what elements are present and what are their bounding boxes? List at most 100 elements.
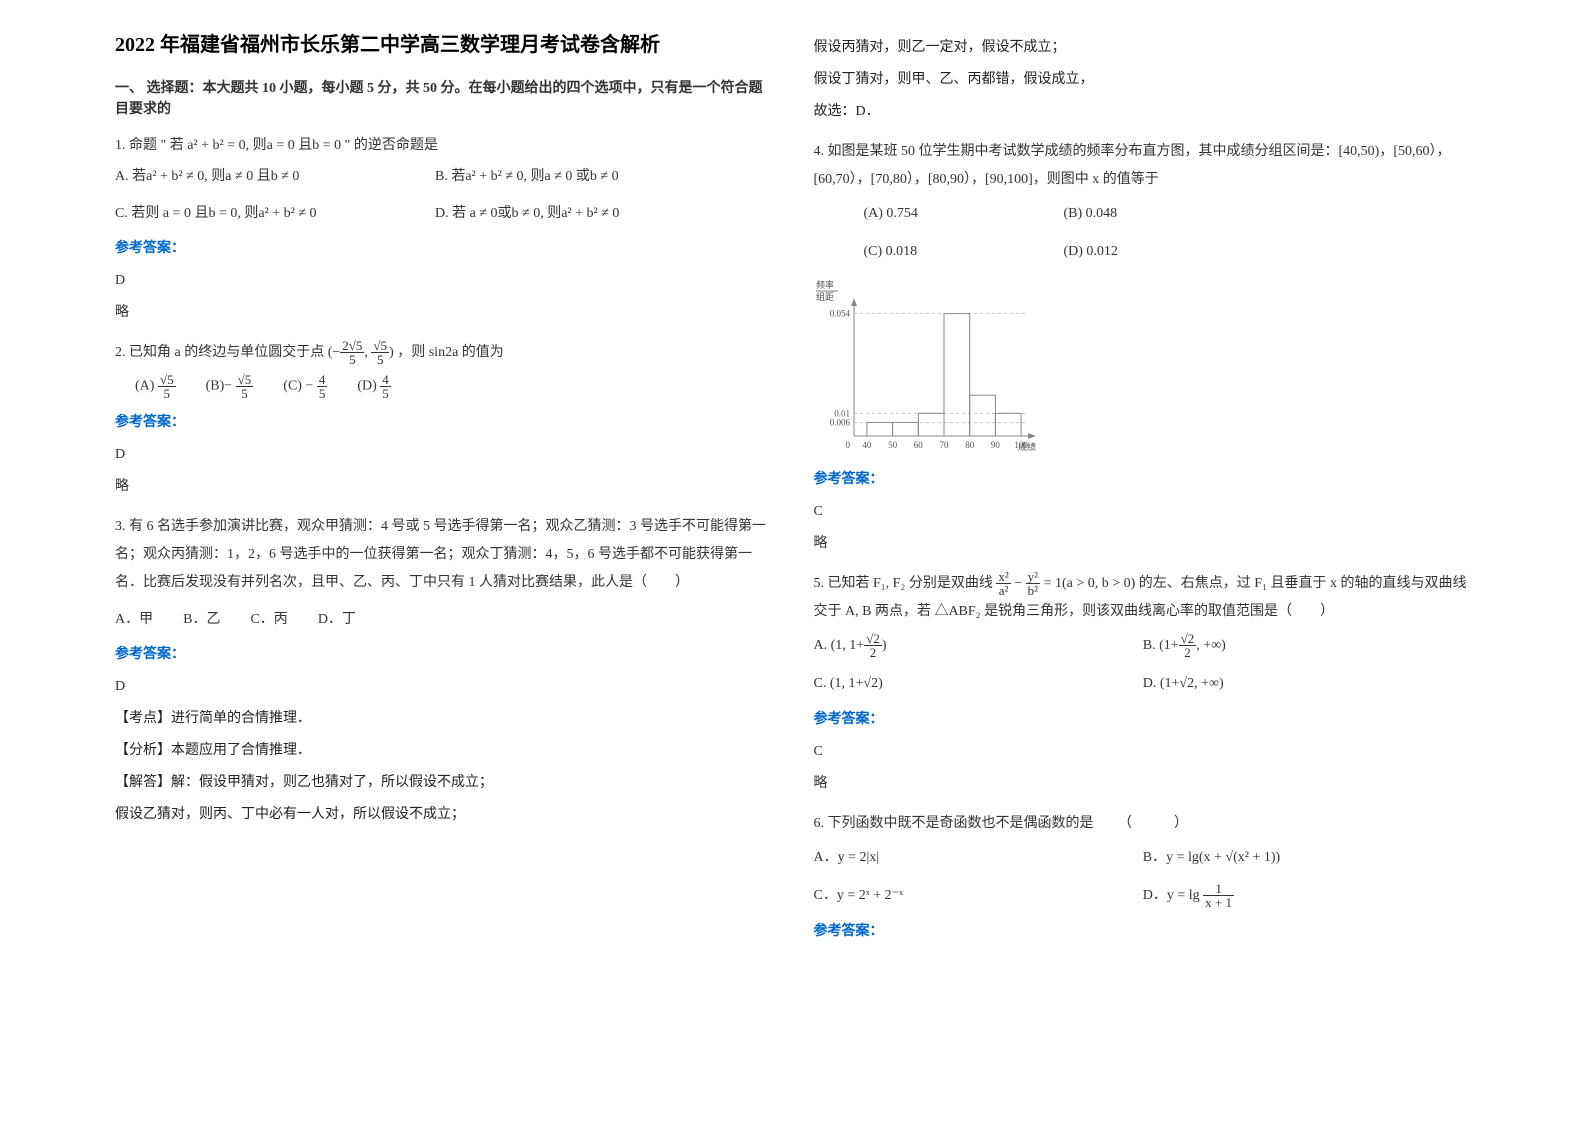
svg-text:组距: 组距 <box>816 291 834 302</box>
q4-ans-label: 参考答案： <box>814 466 1473 494</box>
q2-point: (−2√55, √55) <box>328 345 394 360</box>
q1-note: 略 <box>115 299 774 327</box>
q3-k3: 【解答】解：假设甲猜对，则乙也猜对了，所以假设不成立； <box>115 769 774 797</box>
q3-options: A．甲 B．乙 C．丙 D．丁 <box>115 607 774 634</box>
question-3: 3. 有 6 名选手参加演讲比赛，观众甲猜测：4 号或 5 号选手得第一名；观众… <box>115 513 774 830</box>
q5-a2: a² <box>996 584 1010 597</box>
q2-D-num: 4 <box>380 373 391 387</box>
q6-opt-a: A．y = 2|x| <box>814 844 1143 872</box>
q6-C: y = 2ˣ + 2⁻ˣ <box>837 888 903 903</box>
q6-ans-label: 参考答案： <box>814 918 1473 946</box>
q5-A-num: √2 <box>864 632 882 646</box>
svg-text:0.054: 0.054 <box>829 309 850 319</box>
q5-A-den: 2 <box>864 646 882 659</box>
q5-B-pre: (1+ <box>1159 638 1179 653</box>
q6-lB: B． <box>1143 850 1166 865</box>
q5-lB: B. <box>1143 638 1156 653</box>
q5-tail: = 1(a > 0, b > 0) <box>1044 576 1136 591</box>
q2-B-den: 5 <box>236 387 254 400</box>
q2-opt-c: (C) − 45 <box>283 373 327 400</box>
q3-opt-d: D．丁 <box>318 607 356 634</box>
left-column: 2022 年福建省福州市长乐第二中学高三数学理月考试卷含解析 一、 选择题：本大… <box>95 30 794 1092</box>
q5-yy: y² <box>1026 570 1040 584</box>
q1-stem-math: a² + b² = 0, 则a = 0 且b = 0 <box>187 138 341 153</box>
q2-opt-d: (D) 45 <box>357 373 390 400</box>
q3-cont: 假设丙猜对，则乙一定对，假设不成立； 假设丁猜对，则甲、乙、丙都错，假设成立， … <box>814 34 1473 126</box>
question-2: 2. 已知角 a 的终边与单位圆交于点 (−2√55, √55) ，则 sin2… <box>115 339 774 500</box>
q4-histogram-svg: 频率组距成绩0.0060.010.0540405060708090100 <box>814 276 1044 456</box>
q3-ans: D <box>115 673 774 701</box>
q2-C-num: 4 <box>317 373 328 387</box>
q3-ans-label: 参考答案： <box>115 641 774 669</box>
q2-stem-pre: 2. 已知角 a 的终边与单位圆交于点 <box>115 345 324 360</box>
q6-D-pre: y = lg <box>1167 888 1203 903</box>
q5-B-den: 2 <box>1179 646 1197 659</box>
q2-p1-den: 5 <box>340 353 364 366</box>
q5-b2: b² <box>1026 584 1040 597</box>
q1-ans: D <box>115 267 774 295</box>
svg-text:70: 70 <box>939 440 949 450</box>
q1-opt-a: A. 若a² + b² ≠ 0, 则a ≠ 0 且b ≠ 0 <box>115 164 405 191</box>
q5-opt-d: D. (1+√2, +∞) <box>1143 670 1472 698</box>
q1-opt-c: C. 若则 a = 0 且b = 0, 则a² + b² ≠ 0 <box>115 201 405 228</box>
q2-labB: (B)− <box>206 379 233 394</box>
svg-text:50: 50 <box>888 440 898 450</box>
q2-A-num: √5 <box>158 373 176 387</box>
q6-A: y = 2|x| <box>838 850 880 865</box>
q6-D-num: 1 <box>1203 882 1234 896</box>
question-6: 6. 下列函数中既不是奇函数也不是偶函数的是 （ ） A．y = 2|x| B．… <box>814 810 1473 946</box>
q1-stem-pre: 1. 命题 " 若 <box>115 138 184 153</box>
q5-ans-label: 参考答案： <box>814 706 1473 734</box>
q2-labD: (D) <box>357 379 376 394</box>
q6-opt-c: C．y = 2ˣ + 2⁻ˣ <box>814 882 1143 910</box>
q5-opt-a: A. (1, 1+√22) <box>814 632 1143 660</box>
q1-options: A. 若a² + b² ≠ 0, 则a ≠ 0 且b ≠ 0 B. 若a² + … <box>115 164 774 227</box>
svg-text:40: 40 <box>862 440 872 450</box>
q3-opt-c: C．丙 <box>250 607 287 634</box>
q3-k4: 假设乙猜对，则丙、丁中必有一人对，所以假设不成立； <box>115 801 774 829</box>
q2-B-num: √5 <box>236 373 254 387</box>
right-column: 假设丙猜对，则乙一定对，假设不成立； 假设丁猜对，则甲、乙、丙都错，假设成立， … <box>794 30 1493 1092</box>
q3-stem: 3. 有 6 名选手参加演讲比赛，观众甲猜测：4 号或 5 号选手得第一名；观众… <box>115 513 774 597</box>
q3-opt-b: B．乙 <box>183 607 220 634</box>
q4-opt-b: (B) 0.048 <box>1064 200 1264 228</box>
q3-k5: 假设丙猜对，则乙一定对，假设不成立； <box>814 34 1473 62</box>
q2-p1-num: 2√5 <box>340 339 364 353</box>
q1-ans-label: 参考答案： <box>115 235 774 263</box>
q5-B-num: √2 <box>1179 632 1197 646</box>
q2-note: 略 <box>115 473 774 501</box>
q5-lC: C. <box>814 676 827 691</box>
q2-ans-label: 参考答案： <box>115 409 774 437</box>
q6-lC: C． <box>814 888 837 903</box>
q5-A-pre: (1, 1+ <box>831 638 865 653</box>
q6-opt-b: B．y = lg(x + √(x² + 1)) <box>1143 844 1472 872</box>
section-1-head: 一、 选择题：本大题共 10 小题，每小题 5 分，共 50 分。在每小题给出的… <box>115 78 774 120</box>
q1-stem: 1. 命题 " 若 a² + b² = 0, 则a = 0 且b = 0 " 的… <box>115 132 774 160</box>
q2-stem: 2. 已知角 a 的终边与单位圆交于点 (−2√55, √55) ，则 sin2… <box>115 339 774 367</box>
q3-k2: 【分析】本题应用了合情推理． <box>115 737 774 765</box>
q2-stem-post: ，则 sin2a 的值为 <box>397 345 504 360</box>
q4-chart: 频率组距成绩0.0060.010.0540405060708090100 <box>814 276 1473 456</box>
svg-text:80: 80 <box>965 440 975 450</box>
svg-text:60: 60 <box>913 440 923 450</box>
q5-D: (1+√2, +∞) <box>1160 676 1224 691</box>
q3-k1: 【考点】进行简单的合情推理． <box>115 705 774 733</box>
svg-text:100: 100 <box>1014 440 1028 450</box>
q4-note: 略 <box>814 530 1473 558</box>
q2-options: (A) √55 (B)− √55 (C) − 45 (D) 45 <box>115 373 774 400</box>
svg-text:0.006: 0.006 <box>829 417 850 427</box>
svg-text:0.01: 0.01 <box>834 408 850 418</box>
q1-opt-b: B. 若a² + b² ≠ 0, 则a ≠ 0 或b ≠ 0 <box>435 164 725 191</box>
q1-opt-d: D. 若 a ≠ 0或b ≠ 0, 则a² + b² ≠ 0 <box>435 201 725 228</box>
q3-opt-a: A．甲 <box>115 607 153 634</box>
q5-lD: D. <box>1143 676 1157 691</box>
q6-opt-d: D．y = lg 1x + 1 <box>1143 882 1472 910</box>
q2-C-den: 5 <box>317 387 328 400</box>
svg-text:90: 90 <box>990 440 1000 450</box>
q4-opt-c: (C) 0.018 <box>864 238 1064 266</box>
q4-options: (A) 0.754 (B) 0.048 (C) 0.018 (D) 0.012 <box>864 200 1473 266</box>
q2-opt-b: (B)− √55 <box>206 373 254 400</box>
q4-opt-a: (A) 0.754 <box>864 200 1064 228</box>
q6-options: A．y = 2|x| B．y = lg(x + √(x² + 1)) C．y =… <box>814 844 1473 910</box>
q4-ans: C <box>814 498 1473 526</box>
